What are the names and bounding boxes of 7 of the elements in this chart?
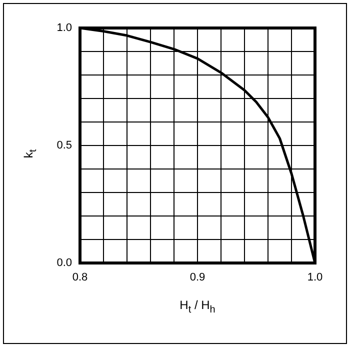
- x-tick-label: 1.0: [307, 272, 323, 284]
- y-tick-label: 1.0: [56, 22, 72, 34]
- x-tick-label: 0.9: [190, 272, 206, 284]
- x-tick-label: 0.8: [72, 272, 88, 284]
- y-tick-label: 0.5: [56, 140, 72, 152]
- x-axis-title: H$_{t}$ / H$_{h}$: [178, 298, 216, 316]
- y-tick-label: 0.0: [56, 257, 72, 270]
